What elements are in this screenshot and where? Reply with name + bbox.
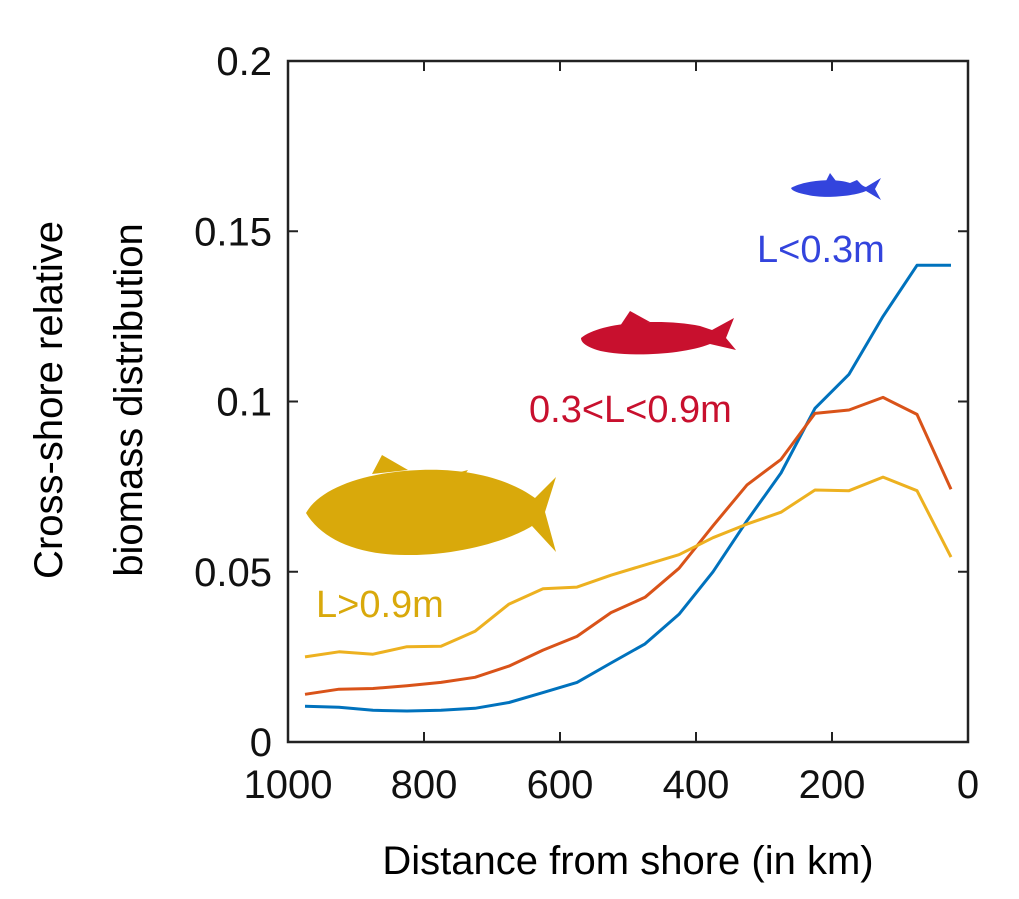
series-line-2 [304,395,953,696]
y-tick-label: 0.05 [194,551,272,595]
y-tick-label: 0 [250,721,272,765]
y-axis-title-line-1: Cross-shore relative [27,221,71,579]
x-tick-label: 0 [957,763,979,807]
x-axis-ticks: 1000 800 600 400 200 0 [244,61,979,807]
x-tick-label: 600 [527,763,594,807]
y-tick-label: 0.1 [216,381,272,425]
y-tick-label: 0.15 [194,210,272,254]
y-axis-ticks: 0 0.05 0.1 0.15 0.2 [194,40,968,765]
x-tick-label: 1000 [244,763,333,807]
x-tick-label: 800 [391,763,458,807]
y-axis-title: Cross-shore relative biomass distributio… [27,221,151,579]
x-tick-label: 400 [663,763,730,807]
series-lines [304,263,953,713]
x-tick-label: 200 [799,763,866,807]
y-axis-title-line-2: biomass distribution [107,223,151,577]
large-fish-icon [306,455,556,556]
series-label-medium: 0.3<L<0.9m [529,389,732,431]
series-label-large: L>0.9m [316,584,444,626]
series-line-1 [304,263,951,713]
small-fish-icon [791,173,881,200]
x-axis-title: Distance from shore (in km) [382,839,873,883]
medium-fish-icon [581,311,736,355]
series-label-small: L<0.3m [757,229,885,271]
y-tick-label: 0.2 [216,40,272,84]
series-line-3 [304,475,953,659]
